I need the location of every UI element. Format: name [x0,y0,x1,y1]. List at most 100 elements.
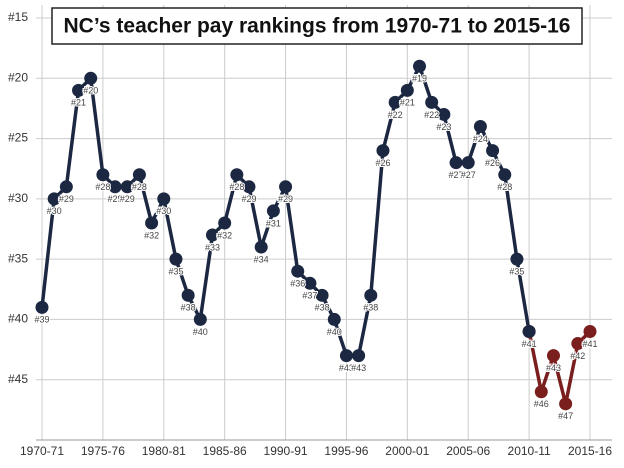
value-label: #26 [485,158,500,168]
point [364,288,378,302]
point [181,288,195,302]
grid: #15 #20 #25 #30 #35 #40 #45 1970-71 1975-76 1980-… [8,5,612,458]
value-label: #26 [375,158,390,168]
value-label: #28 [95,182,110,192]
x-tick-label: 1985-86 [203,444,247,458]
value-label: #29 [120,194,135,204]
value-label: #23 [436,122,451,132]
value-label: #32 [217,230,232,240]
value-label: #28 [229,182,244,192]
value-label: #29 [242,194,257,204]
point [291,264,305,278]
y-tick-label: #15 [8,10,28,24]
point [571,337,585,351]
point [193,312,207,326]
value-label: #39 [34,315,49,325]
value-label: #24 [473,134,488,144]
value-label: #38 [181,303,196,313]
value-label: #38 [315,303,330,313]
point [266,204,280,218]
value-label: #30 [156,206,171,216]
point [437,107,451,121]
y-tick-label: #20 [8,70,28,84]
value-label: #46 [534,399,549,409]
value-label: #40 [327,327,342,337]
value-label: #28 [497,182,512,192]
point [473,120,487,134]
value-label: #30 [47,206,62,216]
point [413,59,427,73]
y-tick-label: #45 [8,372,28,386]
x-tick-label: 1990-91 [264,444,308,458]
value-label: #40 [193,327,208,337]
point [546,349,560,363]
point [400,83,414,97]
value-label: #41 [582,339,597,349]
value-label: #31 [266,218,281,228]
point [486,144,500,158]
x-tick-label: 2005-06 [446,444,490,458]
value-label: #41 [522,339,537,349]
point [84,71,98,85]
point [242,180,256,194]
point [449,156,463,170]
y-tick-label: #25 [8,131,28,145]
chart-title: NC’s teacher pay rankings from 1970-71 t… [64,15,571,38]
point [534,385,548,399]
point [120,180,134,194]
point [583,324,597,338]
x-tick-label: 1975-76 [81,444,125,458]
point [145,216,159,230]
point [169,252,183,266]
x-tick-label: 1980-81 [142,444,186,458]
y-tick-label: #40 [8,312,28,326]
value-label: #21 [71,98,86,108]
value-label: #22 [388,110,403,120]
point [218,216,232,230]
value-label: #27 [449,170,464,180]
point [388,95,402,109]
title-box [51,7,583,45]
value-label: #47 [558,411,573,421]
value-label: #29 [59,194,74,204]
point [352,349,366,363]
point [47,192,61,206]
value-label: #28 [132,182,147,192]
value-label: #34 [254,254,269,264]
point [559,397,573,411]
point [35,300,49,314]
x-tick-label: 1970-71 [20,444,64,458]
value-label: #21 [400,98,415,108]
point [376,144,390,158]
point [498,168,512,182]
point [96,168,110,182]
value-label: #20 [83,86,98,96]
value-label: #35 [509,267,524,277]
value-label: #36 [290,279,305,289]
y-tick-label: #35 [8,251,28,265]
value-label: #43 [351,363,366,373]
value-label: #29 [108,194,123,204]
value-label: #43 [339,363,354,373]
x-tick-label: 2000-01 [385,444,429,458]
point [522,324,536,338]
value-label: #29 [278,194,293,204]
point [230,168,244,182]
point [461,156,475,170]
value-label: #33 [205,242,220,252]
point [327,312,341,326]
value-label: #35 [168,267,183,277]
value-label: #22 [424,110,439,120]
point [205,228,219,242]
x-tick-label: 1995-96 [324,444,368,458]
value-label: #37 [302,291,317,301]
y-tick-label: #30 [8,191,28,205]
value-label: #42 [570,351,585,361]
point [339,349,353,363]
value-label: #32 [144,230,159,240]
point [279,180,293,194]
point [108,180,122,194]
point [303,276,317,290]
point [254,240,268,254]
